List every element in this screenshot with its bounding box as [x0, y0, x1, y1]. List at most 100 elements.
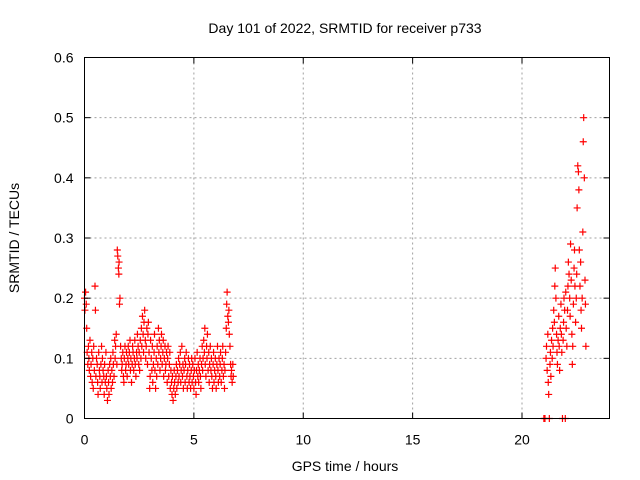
data-point [144, 318, 152, 326]
data-point [570, 264, 578, 272]
data-point [582, 342, 590, 350]
data-point [220, 360, 228, 368]
data-point [557, 300, 565, 308]
data-point [224, 318, 232, 326]
x-ticks: 0 5 10 15 20 [81, 57, 530, 448]
data-point [111, 336, 119, 344]
data-point [572, 294, 580, 302]
data-point [206, 342, 214, 350]
y-tick-label: 0.1 [54, 350, 74, 366]
data-point [574, 168, 582, 176]
data-point [217, 378, 225, 386]
data-point [229, 360, 237, 368]
data-point [138, 312, 146, 320]
data-point [579, 138, 587, 146]
data-point [182, 348, 190, 356]
data-point [567, 276, 575, 284]
y-tick-label: 0.5 [54, 110, 74, 126]
data-point [82, 300, 90, 308]
data-point [132, 372, 140, 380]
data-point [564, 306, 571, 314]
data-point [218, 354, 226, 362]
data-point [90, 342, 98, 350]
data-point [552, 294, 560, 302]
data-point [154, 324, 162, 332]
data-point [152, 384, 160, 392]
data-point [91, 306, 99, 314]
data-point [173, 384, 181, 392]
data-point [558, 348, 566, 356]
data-point [564, 282, 572, 290]
data-point [210, 348, 218, 356]
x-axis-label: GPS time / hours [292, 458, 399, 474]
data-point [581, 300, 589, 308]
data-point [200, 336, 208, 344]
data-point [224, 312, 232, 320]
data-point [581, 276, 589, 284]
data-point [219, 372, 227, 380]
data-point [563, 342, 571, 350]
data-point [578, 294, 586, 302]
data-point [171, 390, 179, 398]
data-point [111, 354, 119, 362]
data-point [575, 246, 583, 254]
data-point [123, 372, 131, 380]
data-point [201, 324, 209, 332]
data-point [545, 390, 553, 398]
data-point [147, 336, 155, 344]
x-tick-label: 0 [81, 432, 89, 448]
data-point [542, 354, 550, 362]
data-point [166, 348, 174, 356]
data-point [573, 204, 581, 212]
data-point [176, 348, 184, 356]
data-point [149, 378, 157, 386]
data-point [88, 348, 96, 356]
data-point [193, 348, 201, 356]
data-point [569, 342, 577, 350]
data-point [151, 330, 158, 338]
data-point [175, 354, 183, 362]
data-point [228, 378, 236, 386]
y-tick-label: 0.3 [54, 230, 74, 246]
data-point [548, 336, 556, 344]
data-point [96, 384, 104, 392]
data-point [116, 294, 124, 302]
data-point [556, 324, 564, 332]
data-point [564, 258, 572, 266]
data-point [565, 270, 573, 278]
data-point [115, 258, 123, 266]
data-point [89, 384, 97, 392]
data-point [107, 384, 115, 392]
data-point [550, 306, 558, 314]
data-point [560, 318, 568, 326]
data-point [94, 390, 102, 398]
data-point [573, 270, 581, 278]
data-point [567, 240, 575, 248]
data-point [228, 366, 235, 374]
data-point [549, 342, 557, 350]
data-point [93, 354, 101, 362]
data-point [82, 288, 90, 296]
data-point [566, 312, 574, 320]
data-point [555, 342, 563, 350]
data-point [109, 378, 116, 386]
data-point [120, 378, 128, 386]
y-tick-label: 0.6 [54, 50, 74, 66]
data-point [546, 360, 554, 368]
data-point [136, 366, 144, 374]
data-point [555, 312, 563, 320]
y-tick-label: 0.2 [54, 290, 74, 306]
data-point [102, 348, 110, 356]
data-point [222, 348, 230, 356]
data-point [115, 270, 123, 278]
data-point [128, 378, 136, 386]
data-point [190, 384, 198, 392]
data-point [543, 366, 551, 374]
data-point [192, 390, 200, 398]
data-point [557, 330, 565, 338]
data-point [114, 264, 122, 272]
points-layer [81, 114, 590, 422]
data-point [577, 258, 585, 266]
data-point [562, 288, 570, 296]
